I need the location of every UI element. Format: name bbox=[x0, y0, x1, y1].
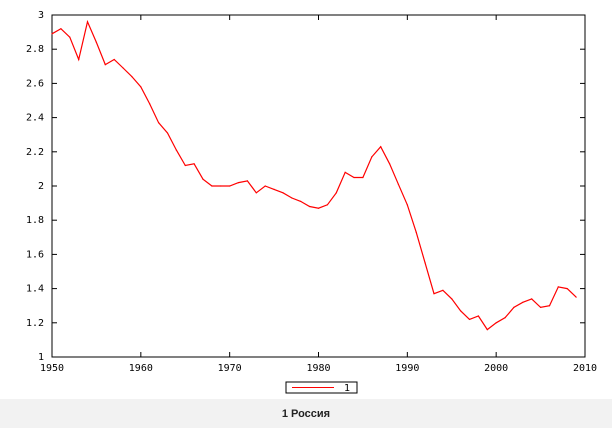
data-point bbox=[78, 58, 80, 61]
y-tick-label: 2.2 bbox=[26, 147, 44, 158]
data-point bbox=[451, 298, 453, 300]
data-point bbox=[540, 306, 542, 308]
axis-ticks: 1 1.2 1.4 1.6 1.8 2 2.2 2.4 2.6 2.8 3 1950 1960 1970 1… bbox=[26, 10, 597, 374]
data-point bbox=[202, 178, 204, 180]
data-point bbox=[317, 207, 320, 209]
data-point bbox=[131, 76, 133, 78]
plot-border bbox=[51, 14, 586, 358]
x-tick-label: 1990 bbox=[395, 363, 419, 374]
data-point bbox=[566, 288, 568, 290]
data-point bbox=[122, 67, 124, 69]
data-point bbox=[380, 146, 382, 148]
data-point bbox=[113, 58, 115, 61]
y-tick-label: 2.6 bbox=[26, 78, 44, 89]
data-point bbox=[557, 286, 559, 288]
y-tick-label: 2 bbox=[38, 181, 44, 192]
data-point bbox=[442, 289, 444, 291]
data-point bbox=[246, 180, 248, 182]
data-point bbox=[166, 132, 169, 134]
y-tick-label: 2.4 bbox=[26, 113, 44, 124]
data-point bbox=[291, 197, 293, 199]
y-tick-label: 2.8 bbox=[26, 44, 44, 55]
x-tick-label: 1960 bbox=[129, 363, 153, 374]
y-tick-label: 1.6 bbox=[26, 249, 44, 260]
data-point bbox=[264, 185, 266, 187]
data-point bbox=[95, 41, 97, 44]
data-point bbox=[460, 310, 462, 312]
line-chart: 1 1.2 1.4 1.6 1.8 2 2.2 2.4 2.6 2.8 3 1950 1960 1970 1… bbox=[26, 10, 597, 394]
data-point bbox=[344, 171, 346, 173]
data-point bbox=[255, 192, 257, 194]
data-point bbox=[415, 231, 417, 233]
data-point bbox=[531, 298, 533, 300]
data-point bbox=[237, 182, 240, 184]
chart-area: 1 1.2 1.4 1.6 1.8 2 2.2 2.4 2.6 2.8 3 1950 1960 1970 1… bbox=[0, 0, 612, 399]
data-point bbox=[424, 262, 426, 264]
data-point bbox=[140, 86, 142, 88]
x-tick-label: 1980 bbox=[306, 363, 330, 374]
data-point bbox=[486, 329, 488, 331]
legend-series-label: 1 bbox=[344, 383, 350, 394]
data-point bbox=[193, 163, 195, 165]
y-tick-label: 1.8 bbox=[26, 215, 44, 226]
data-point bbox=[229, 185, 231, 187]
series-line bbox=[51, 19, 577, 331]
data-point bbox=[282, 192, 284, 194]
x-tick-label: 2010 bbox=[573, 363, 597, 374]
data-point bbox=[60, 28, 62, 30]
data-point bbox=[184, 164, 186, 167]
data-point bbox=[548, 305, 551, 307]
y-tick-label: 3 bbox=[38, 10, 44, 21]
data-point bbox=[504, 317, 506, 319]
data-point bbox=[86, 21, 89, 23]
y-tick-label: 1.2 bbox=[26, 318, 44, 329]
data-point bbox=[149, 103, 151, 105]
legend: 1 bbox=[285, 381, 358, 394]
data-point bbox=[406, 204, 408, 206]
x-tick-label: 1970 bbox=[218, 363, 242, 374]
data-point bbox=[389, 163, 391, 165]
data-point bbox=[211, 185, 213, 187]
data-point bbox=[468, 318, 471, 320]
data-point bbox=[335, 192, 337, 194]
data-point bbox=[326, 204, 328, 206]
data-point bbox=[273, 188, 275, 190]
data-point bbox=[371, 156, 373, 158]
data-point bbox=[300, 200, 302, 202]
data-point bbox=[158, 122, 160, 124]
data-point bbox=[513, 306, 515, 308]
data-point bbox=[495, 322, 497, 324]
data-point bbox=[353, 176, 355, 179]
data-point bbox=[175, 149, 177, 151]
data-point bbox=[220, 185, 222, 187]
data-point bbox=[51, 33, 53, 35]
y-tick-label: 1.4 bbox=[26, 284, 44, 295]
data-point bbox=[477, 315, 479, 317]
data-point bbox=[433, 293, 435, 295]
data-point bbox=[309, 205, 311, 208]
data-point bbox=[362, 176, 364, 179]
y-tick-label: 1 bbox=[38, 352, 44, 363]
data-point bbox=[522, 301, 524, 303]
x-tick-label: 2000 bbox=[484, 363, 508, 374]
x-tick-label: 1950 bbox=[40, 363, 64, 374]
chart-caption: 1 Россия bbox=[281, 408, 331, 420]
data-point bbox=[575, 296, 577, 298]
data-point bbox=[397, 183, 399, 185]
series-layer bbox=[51, 19, 577, 331]
data-point bbox=[104, 64, 106, 66]
data-point bbox=[69, 36, 71, 38]
